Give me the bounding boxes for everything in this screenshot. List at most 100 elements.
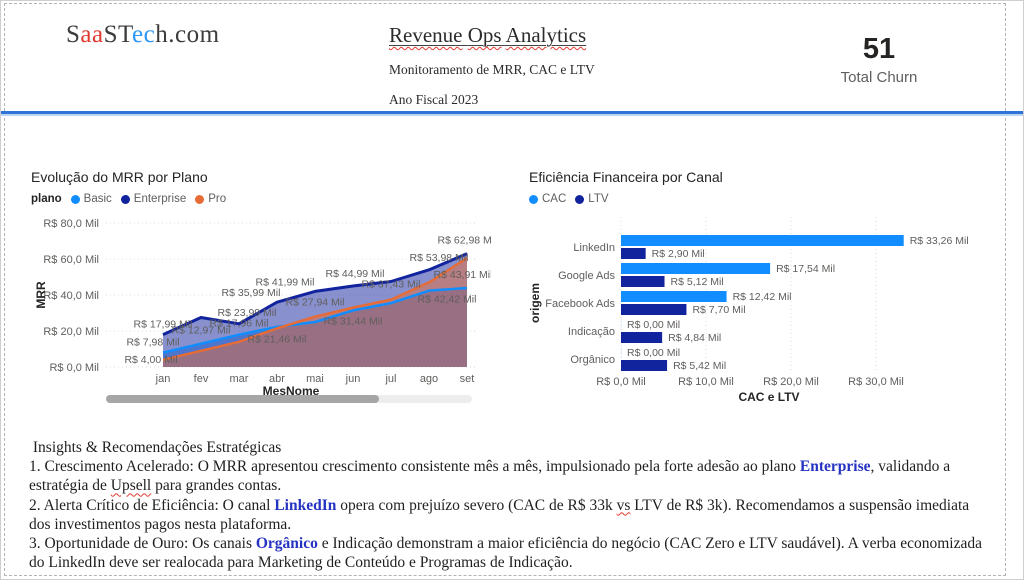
company-logo: SaaSTech.com xyxy=(66,21,220,49)
data-label-basic-jan: R$ 7,98 Mil xyxy=(126,337,179,349)
bar-label-ltv-facebook-ads: R$ 7,70 Mil xyxy=(692,304,745,316)
header-divider xyxy=(1,111,1023,114)
x-axis-tick: R$ 20,0 Mil xyxy=(763,376,819,388)
insights-line-3: 3. Oportunidade de Ouro: Os canais Orgân… xyxy=(29,534,993,572)
logo-segment: ST xyxy=(103,21,133,48)
bar-ltv-google-ads[interactable] xyxy=(621,276,665,287)
insights-text: 1. Crescimento Acelerado: O MRR apresent… xyxy=(29,458,800,476)
channel-bar-chart-plot[interactable]: R$ 0,0 Mil R$ 10,0 Mil R$ 20,0 Mil R$ 30,0 … xyxy=(529,209,1007,414)
x-axis-tick-ago: ago xyxy=(420,373,438,385)
bar-ltv-linkedin[interactable] xyxy=(621,248,646,259)
chart-panel-mrr: Evolução do MRR por Plano plano Basic Ente… xyxy=(31,169,491,414)
insights-text: , validando a estratégia de xyxy=(29,458,955,495)
bar-label-cac-google-ads: R$ 17,54 Mil xyxy=(776,263,835,275)
insights-line-2: 2. Alerta Crítico de Eficiência: O canal… xyxy=(29,496,993,534)
y-axis-title: MRR xyxy=(34,281,48,309)
y-axis-tick: R$ 80,0 Mil xyxy=(43,218,99,230)
y-axis-tick: R$ 20,0 Mil xyxy=(43,326,99,338)
bar-cac-google-ads[interactable] xyxy=(621,263,771,274)
insights-misspell-text: vs xyxy=(616,496,631,514)
data-label-pro-abr: R$ 21,46 Mil xyxy=(248,333,307,345)
chart-panel-channel: Eficiência Financeira por Canal CAC LTV R… xyxy=(529,169,1007,414)
logo-segment: h.com xyxy=(155,21,220,48)
bar-label-cac-indicac-a-o: R$ 0,00 Mil xyxy=(627,319,680,331)
chart-horizontal-scrollbar-thumb[interactable] xyxy=(106,395,379,403)
bar-ltv-indicac-a-o[interactable] xyxy=(621,332,663,343)
kpi-label: Total Churn xyxy=(840,69,918,86)
x-axis-tick-abr: abr xyxy=(269,373,285,385)
bar-label-ltv-google-ads: R$ 5,12 Mil xyxy=(671,276,724,288)
report-title: Revenue Ops Analytics xyxy=(389,23,595,48)
legend-item-ltv[interactable]: LTV xyxy=(575,193,609,205)
line-series-enterprise[interactable] xyxy=(162,252,468,336)
bar-label-ltv-linkedin: R$ 2,90 Mil xyxy=(652,248,705,260)
legend-item-basic[interactable]: Basic xyxy=(70,193,112,205)
bar-cac-linkedin[interactable] xyxy=(621,235,904,246)
line-series-basic[interactable] xyxy=(162,286,468,354)
legend-channel: CAC LTV xyxy=(529,193,1007,205)
logo-segment: aa xyxy=(80,21,104,48)
bar-cac-facebook-ads[interactable] xyxy=(621,291,727,302)
x-axis-tick-fev: fev xyxy=(194,373,209,385)
bar-ltv-facebook-ads[interactable] xyxy=(621,304,687,315)
insights-text: 3. Oportunidade de Ouro: Os canais xyxy=(29,535,256,553)
category-label-indicac-a-o: Indicação xyxy=(568,326,615,338)
report-title-word: Analytics xyxy=(505,23,587,47)
legend-item-enterprise[interactable]: Enterprise xyxy=(120,193,187,205)
bar-label-cac-orga-nico: R$ 0,00 Mil xyxy=(627,347,680,359)
data-label-enterprise-mai: R$ 41,99 Mil xyxy=(256,276,315,288)
data-label-pro-mai: R$ 27,94 Mil xyxy=(286,297,345,309)
x-axis-title: MesNome xyxy=(263,384,320,398)
insights-misspell-text: Upsell xyxy=(110,477,152,495)
x-axis-tick: R$ 0,0 Mil xyxy=(596,376,646,388)
legend-label: Basic xyxy=(83,193,112,205)
bar-ltv-orga-nico[interactable] xyxy=(621,360,668,371)
data-label-basic-mar: R$ 17,96 Mil xyxy=(210,318,269,330)
bar-label-cac-facebook-ads: R$ 12,42 Mil xyxy=(733,291,792,303)
bar-label-cac-linkedin: R$ 33,26 Mil xyxy=(910,235,969,247)
bar-label-ltv-indicac-a-o: R$ 4,84 Mil xyxy=(668,332,721,344)
data-label-basic-fev: R$ 12,97 Mil xyxy=(172,325,231,337)
x-axis-tick-set: set xyxy=(460,373,475,385)
kpi-card-total-churn: 51 Total Churn xyxy=(804,33,954,86)
legend-label: LTV xyxy=(588,193,609,205)
legend-label: Enterprise xyxy=(133,193,187,205)
report-fiscal-year: Ano Fiscal 2023 xyxy=(389,92,479,107)
data-label-enterprise-mar: R$ 23,99 Mil xyxy=(218,307,277,319)
insights-text: e Indicação demonstram a maior eficiênci… xyxy=(29,535,986,572)
logo-segment: ec xyxy=(132,21,156,48)
x-axis-tick: R$ 30,0 Mil xyxy=(848,376,904,388)
legend-item-cac[interactable]: CAC xyxy=(529,193,566,205)
report-title-word: Revenue xyxy=(389,23,463,47)
category-label-linkedin: LinkedIn xyxy=(573,242,615,254)
mrr-area-chart-plot[interactable]: R$ 0,0 Mil R$ 20,0 Mil R$ 40,0 Mil R$ 60,0 … xyxy=(31,209,491,409)
bar-label-ltv-orga-nico: R$ 5,42 Mil xyxy=(673,360,726,372)
legend-dot-enterprise xyxy=(120,194,130,204)
insights-blue-bold-text: Enterprise xyxy=(799,458,871,476)
legend-item-pro[interactable]: Pro xyxy=(195,193,226,205)
data-label-basic-set: R$ 43,91 Mil xyxy=(434,269,491,281)
report-subtitle: Monitoramento de MRR, CAC e LTV xyxy=(389,62,595,77)
y-axis-title: origem xyxy=(529,283,542,323)
report-title-word: Ops xyxy=(467,23,502,47)
area-series-pro[interactable] xyxy=(163,258,467,367)
data-label-basic-ago: R$ 42,42 Mil xyxy=(418,294,477,306)
legend-dot-pro xyxy=(195,194,205,204)
line-series-pro[interactable] xyxy=(162,257,468,362)
data-label-enterprise-abr: R$ 35,99 Mil xyxy=(222,287,281,299)
legend-label: Pro xyxy=(208,193,227,205)
insights-text: opera com prejuízo severo (CAC de R$ 33k xyxy=(336,496,617,514)
insights-text: para grandes contas. xyxy=(151,477,282,495)
insights-text: 2. Alerta Crítico de Eficiência: O canal xyxy=(29,496,275,514)
header-divider-shadow xyxy=(1,114,1023,116)
x-axis-tick-jun: jun xyxy=(345,373,361,385)
chart-horizontal-scrollbar[interactable] xyxy=(106,395,472,403)
x-axis-title: CAC e LTV xyxy=(738,390,799,404)
legend-mrr: plano Basic Enterprise Pro xyxy=(31,193,491,205)
data-label-enterprise-set: R$ 62,98 Mil xyxy=(438,235,491,247)
insights-text: LTV de R$ 3k). Recomendamos a suspensão … xyxy=(29,496,974,533)
x-axis-tick: R$ 10,0 Mil xyxy=(678,376,734,388)
insights-text-box: Insights & Recomendações Estratégicas 1. … xyxy=(29,438,993,572)
report-title-block: Revenue Ops Analytics Monitoramento de M… xyxy=(389,23,595,108)
